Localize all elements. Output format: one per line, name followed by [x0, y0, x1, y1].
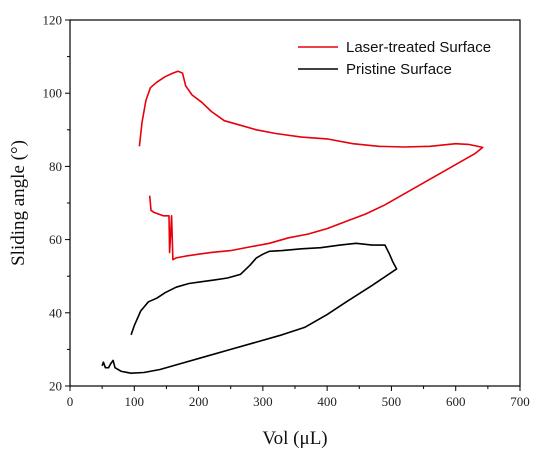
x-tick-label: 700 — [510, 394, 530, 409]
legend-label: Pristine Surface — [346, 61, 452, 78]
series-line-laser-treated — [138, 70, 484, 261]
x-tick-label: 600 — [446, 394, 466, 409]
x-tick-label: 0 — [67, 394, 74, 409]
x-tick-label: 500 — [382, 394, 402, 409]
series-line-pristine — [101, 242, 398, 374]
legend-label: Laser-treated Surface — [346, 39, 491, 56]
y-axis-title: Sliding angle (°) — [8, 140, 29, 266]
x-tick-label: 200 — [189, 394, 209, 409]
x-tick-label: 100 — [125, 394, 145, 409]
plot-content — [101, 70, 484, 374]
y-tick-label: 120 — [43, 13, 63, 28]
y-tick-label: 60 — [49, 232, 62, 247]
y-tick-label: 40 — [49, 305, 62, 320]
x-axis-title: Vol (μL) — [262, 428, 327, 449]
x-tick-label: 400 — [317, 394, 337, 409]
y-tick-label: 20 — [49, 379, 62, 394]
legend: Laser-treated Surface Pristine Surface — [298, 39, 491, 78]
axis-ticks: 0 100 200 300 400 500 600 700 20 40 60 80 100 120 — [43, 13, 530, 410]
y-tick-label: 100 — [43, 86, 63, 101]
y-tick-label: 80 — [49, 159, 62, 174]
x-tick-label: 300 — [253, 394, 273, 409]
